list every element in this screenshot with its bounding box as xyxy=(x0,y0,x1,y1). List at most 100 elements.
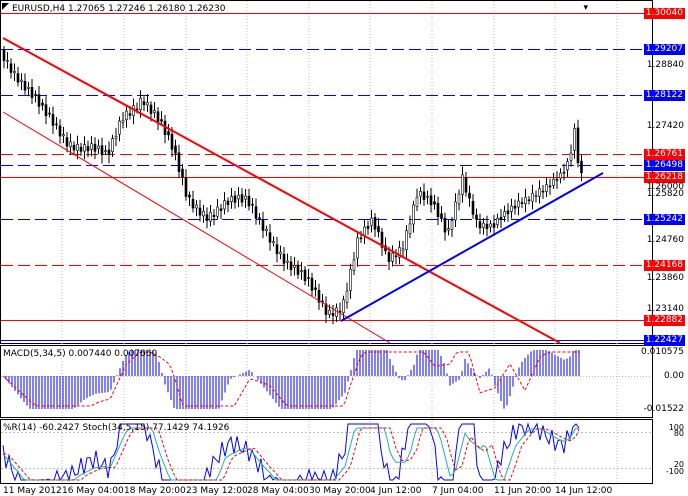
symbol-name: EURUSD,H4 xyxy=(12,4,66,14)
candle xyxy=(310,277,314,291)
candle xyxy=(377,226,380,233)
candle xyxy=(286,260,289,263)
candle xyxy=(254,206,258,219)
candle xyxy=(412,204,415,225)
candle xyxy=(13,70,16,74)
candle xyxy=(338,310,342,313)
candle xyxy=(317,290,321,303)
price-tick-label: 1.26000 xyxy=(646,182,684,192)
candle xyxy=(111,138,114,152)
candle xyxy=(513,205,517,209)
price-level-tag: 1.24168 xyxy=(643,260,685,271)
candle xyxy=(6,60,9,62)
candle xyxy=(471,200,475,215)
candle xyxy=(135,108,139,111)
time-axis-label: 18 May 20:00 xyxy=(124,486,186,496)
candle xyxy=(499,216,503,220)
stoch-main-line xyxy=(2,427,580,481)
candle xyxy=(219,208,223,212)
candle xyxy=(170,133,174,150)
candle xyxy=(363,226,366,236)
candle xyxy=(482,222,485,228)
candle xyxy=(23,80,27,91)
candle xyxy=(184,177,188,197)
candle xyxy=(398,247,401,258)
candle xyxy=(279,251,282,255)
candle xyxy=(468,192,471,199)
candle xyxy=(55,123,58,126)
stoch-signal-line xyxy=(3,427,580,481)
candle xyxy=(475,214,478,220)
candle xyxy=(41,102,44,106)
candle xyxy=(114,136,118,139)
candle xyxy=(83,144,86,152)
candle xyxy=(324,303,328,315)
candle xyxy=(191,198,195,209)
candle xyxy=(125,110,128,120)
macd-axis-label: 0.010575 xyxy=(641,347,684,357)
candle xyxy=(76,143,79,151)
candle xyxy=(576,127,580,164)
candle xyxy=(233,195,237,203)
candle xyxy=(265,228,268,232)
chart-corner-icon xyxy=(2,3,9,10)
candle xyxy=(195,204,198,209)
candle xyxy=(450,220,454,230)
red-channel-lower xyxy=(2,111,391,344)
candle xyxy=(300,270,303,273)
candle xyxy=(478,221,482,229)
candle xyxy=(349,268,352,291)
candle xyxy=(240,194,244,203)
candle xyxy=(104,150,107,152)
candle xyxy=(534,194,538,197)
candle xyxy=(139,97,142,111)
close-icon[interactable]: ▾ xyxy=(583,3,588,13)
price-tick-label: 1.23140 xyxy=(646,304,684,314)
candle xyxy=(272,241,275,244)
candle xyxy=(128,113,132,116)
candle xyxy=(153,110,156,113)
macd-axis-label: -0.01522 xyxy=(643,404,684,414)
price-level-tag: 1.29207 xyxy=(643,44,685,55)
candle xyxy=(174,145,177,154)
price-tick-label: 1.28840 xyxy=(646,60,684,70)
candle xyxy=(107,149,111,156)
candle xyxy=(37,94,41,107)
candle xyxy=(527,199,531,202)
candle xyxy=(555,178,559,181)
candle xyxy=(545,184,548,192)
candle xyxy=(44,104,48,117)
candle xyxy=(429,195,433,206)
candle xyxy=(548,185,552,188)
candle xyxy=(422,191,426,200)
candle xyxy=(524,196,527,204)
candle xyxy=(415,196,419,208)
candle xyxy=(506,210,510,215)
macd-signal-line xyxy=(2,351,579,407)
candle xyxy=(30,87,34,98)
candle xyxy=(454,201,457,221)
candle xyxy=(492,223,496,228)
candle xyxy=(237,194,240,200)
candle xyxy=(342,299,345,314)
candle xyxy=(62,134,65,137)
time-axis-label: 16 May 04:00 xyxy=(62,486,124,496)
candle xyxy=(93,143,97,152)
candle xyxy=(188,194,191,198)
candle xyxy=(538,188,541,197)
time-axis-label: 23 May 12:00 xyxy=(186,486,248,496)
candle xyxy=(566,161,569,171)
candle xyxy=(27,87,30,89)
candle xyxy=(510,205,513,212)
candle xyxy=(258,217,261,219)
price-tick-label: 1.24760 xyxy=(646,235,684,245)
candle xyxy=(573,128,576,151)
candle xyxy=(97,145,100,149)
candle xyxy=(9,63,13,73)
candle xyxy=(212,214,216,217)
time-axis-label: 28 May 04:00 xyxy=(247,486,309,496)
candle xyxy=(345,290,349,303)
symbol-ohlc-label: EURUSD,H4 1.27065 1.27246 1.26180 1.2623… xyxy=(12,4,225,14)
